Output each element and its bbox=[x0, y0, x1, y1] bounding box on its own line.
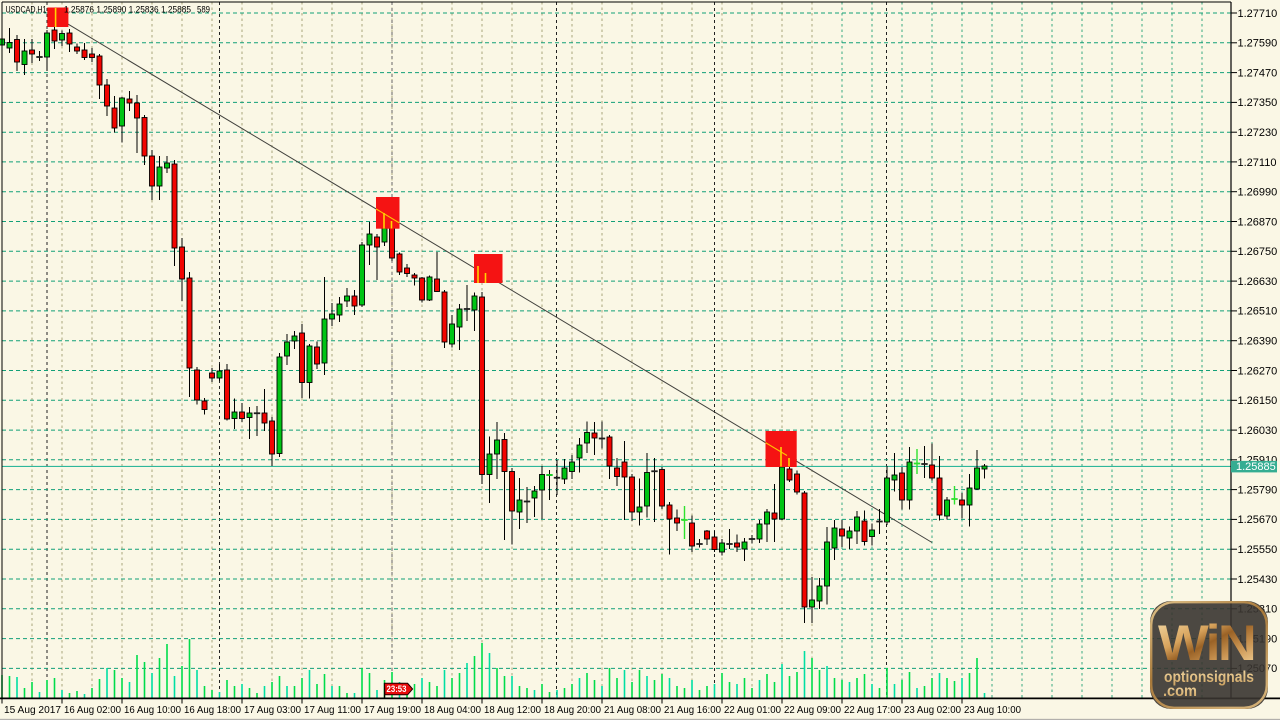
svg-text:16 Aug 02:00: 16 Aug 02:00 bbox=[64, 705, 121, 716]
svg-text:18 Aug 04:00: 18 Aug 04:00 bbox=[424, 705, 481, 716]
svg-text:1.27470: 1.27470 bbox=[1238, 67, 1278, 79]
svg-text:16 Aug 18:00: 16 Aug 18:00 bbox=[184, 705, 241, 716]
svg-text:1.26390: 1.26390 bbox=[1238, 336, 1278, 348]
svg-text:17 Aug 03:00: 17 Aug 03:00 bbox=[244, 705, 301, 716]
svg-text:23 Aug 02:00: 23 Aug 02:00 bbox=[904, 705, 961, 716]
svg-text:1.26270: 1.26270 bbox=[1238, 365, 1278, 377]
svg-text:1.27350: 1.27350 bbox=[1238, 97, 1278, 109]
svg-text:21 Aug 08:00: 21 Aug 08:00 bbox=[604, 705, 661, 716]
svg-text:USDCAD,H1: USDCAD,H1 bbox=[6, 5, 47, 16]
svg-text:1.27230: 1.27230 bbox=[1238, 127, 1278, 139]
svg-text:1.27590: 1.27590 bbox=[1238, 38, 1278, 50]
svg-text:1.27710: 1.27710 bbox=[1238, 8, 1278, 20]
svg-text:23 Aug 10:00: 23 Aug 10:00 bbox=[964, 705, 1021, 716]
svg-text:15 Aug 2017: 15 Aug 2017 bbox=[4, 705, 61, 716]
svg-text:1.25670: 1.25670 bbox=[1238, 514, 1278, 526]
svg-text:optionsignals: optionsignals bbox=[1164, 669, 1254, 686]
svg-text:23:53: 23:53 bbox=[387, 684, 407, 695]
svg-text:1.26990: 1.26990 bbox=[1238, 187, 1278, 199]
svg-text:1.25550: 1.25550 bbox=[1238, 544, 1278, 556]
svg-text:.com: .com bbox=[1163, 683, 1197, 700]
svg-text:21 Aug 16:00: 21 Aug 16:00 bbox=[664, 705, 721, 716]
svg-text:1.26510: 1.26510 bbox=[1238, 306, 1278, 318]
svg-text:1.25885: 1.25885 bbox=[1236, 461, 1276, 473]
svg-text:18 Aug 20:00: 18 Aug 20:00 bbox=[544, 705, 601, 716]
svg-text:1.27110: 1.27110 bbox=[1238, 157, 1277, 169]
svg-text:18 Aug 12:00: 18 Aug 12:00 bbox=[484, 705, 541, 716]
svg-text:589: 589 bbox=[197, 5, 210, 16]
svg-text:17 Aug 11:00: 17 Aug 11:00 bbox=[304, 705, 361, 716]
svg-text:1.25430: 1.25430 bbox=[1238, 574, 1278, 586]
svg-text:1.26150: 1.26150 bbox=[1238, 395, 1278, 407]
svg-text:1.26750: 1.26750 bbox=[1238, 246, 1278, 258]
svg-text:22 Aug 09:00: 22 Aug 09:00 bbox=[784, 705, 841, 716]
svg-text:17 Aug 19:00: 17 Aug 19:00 bbox=[364, 705, 421, 716]
svg-text:1.26630: 1.26630 bbox=[1238, 276, 1278, 288]
svg-text:1.25876 1.25890 1.25836 1.2588: 1.25876 1.25890 1.25836 1.25885 bbox=[64, 5, 191, 16]
svg-text:1.25790: 1.25790 bbox=[1238, 484, 1278, 496]
svg-text:1.26870: 1.26870 bbox=[1238, 216, 1278, 228]
svg-text:WiN: WiN bbox=[1158, 615, 1254, 671]
svg-text:16 Aug 10:00: 16 Aug 10:00 bbox=[124, 705, 181, 716]
svg-text:22 Aug 17:00: 22 Aug 17:00 bbox=[844, 705, 901, 716]
svg-text:1.26030: 1.26030 bbox=[1238, 425, 1278, 437]
svg-text:22 Aug 01:00: 22 Aug 01:00 bbox=[724, 705, 781, 716]
